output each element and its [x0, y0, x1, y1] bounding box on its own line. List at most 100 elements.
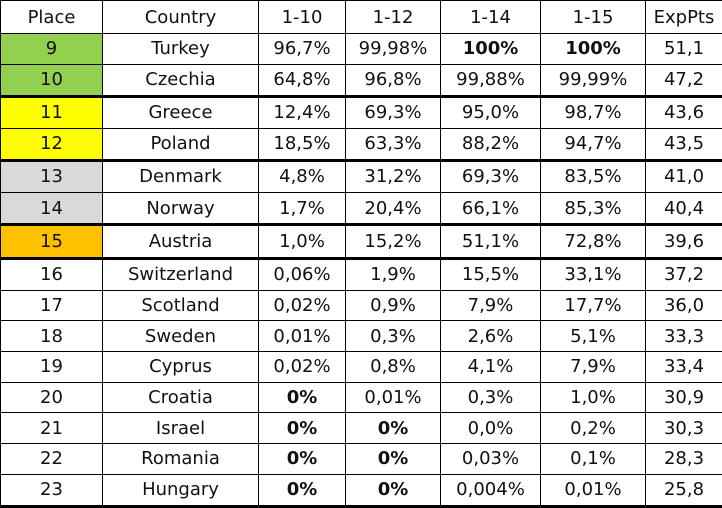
value-cell: 5,1% — [540, 320, 646, 353]
row: 20 Croatia 0% 0,01% 0,3% 1,0% 30,9 — [0, 381, 722, 414]
value-cell: 0,3% — [440, 381, 541, 414]
value-cell: 99,88% — [440, 63, 541, 98]
country-cell: Denmark — [102, 159, 259, 194]
header-cell: 1-10 — [258, 0, 346, 34]
value-cell: 28,3 — [645, 443, 722, 475]
row: 9 Turkey 96,7% 99,98% 100% 100% 51,1 — [0, 33, 722, 65]
value-cell: 69,3% — [345, 95, 441, 129]
value-cell: 0,02% — [258, 351, 346, 383]
value-cell: 33,4 — [645, 351, 722, 383]
row: 11 Greece 12,4% 69,3% 95,0% 98,7% 43,6 — [0, 95, 722, 129]
header-cell: 1-12 — [345, 0, 441, 34]
value-cell: 99,98% — [345, 33, 441, 65]
value-cell: 33,3 — [645, 320, 722, 353]
value-cell: 0,8% — [345, 351, 441, 383]
value-cell: 51,1% — [440, 224, 541, 260]
row: 12 Poland 18,5% 63,3% 88,2% 94,7% 43,5 — [0, 127, 722, 162]
value-cell: 15,2% — [345, 224, 441, 260]
value-cell: 33,1% — [540, 257, 646, 291]
value-cell: 100% — [540, 33, 646, 65]
value-cell: 4,8% — [258, 159, 346, 194]
place-cell: 12 — [0, 127, 103, 162]
country-cell: Scotland — [102, 289, 259, 322]
country-cell: Czechia — [102, 63, 259, 98]
value-cell: 63,3% — [345, 127, 441, 162]
value-cell: 0% — [345, 412, 441, 445]
value-cell: 0,03% — [440, 443, 541, 475]
country-cell: Austria — [102, 224, 259, 260]
value-cell: 43,6 — [645, 95, 722, 129]
value-cell: 72,8% — [540, 224, 646, 260]
value-cell: 39,6 — [645, 224, 722, 260]
row: 13 Denmark 4,8% 31,2% 69,3% 83,5% 41,0 — [0, 159, 722, 194]
row: 23 Hungary 0% 0% 0,004% 0,01% 25,8 — [0, 473, 722, 508]
value-cell: 15,5% — [440, 257, 541, 291]
value-cell: 1,9% — [345, 257, 441, 291]
place-cell: 23 — [0, 473, 103, 508]
value-cell: 0,9% — [345, 289, 441, 322]
header-cell: 1-15 — [540, 0, 646, 34]
place-cell: 16 — [0, 257, 103, 291]
value-cell: 4,1% — [440, 351, 541, 383]
place-cell: 10 — [0, 63, 103, 98]
value-cell: 100% — [440, 33, 541, 65]
value-cell: 0% — [258, 381, 346, 414]
value-cell: 41,0 — [645, 159, 722, 194]
row: 10 Czechia 64,8% 96,8% 99,88% 99,99% 47,2 — [0, 63, 722, 98]
row: 17 Scotland 0,02% 0,9% 7,9% 17,7% 36,0 — [0, 289, 722, 322]
country-cell: Turkey — [102, 33, 259, 65]
value-cell: 96,7% — [258, 33, 346, 65]
row: 16 Switzerland 0,06% 1,9% 15,5% 33,1% 37,2 — [0, 257, 722, 291]
value-cell: 40,4 — [645, 191, 722, 227]
value-cell: 0,2% — [540, 412, 646, 445]
value-cell: 30,3 — [645, 412, 722, 445]
row: 22 Romania 0% 0% 0,03% 0,1% 28,3 — [0, 443, 722, 475]
value-cell: 66,1% — [440, 191, 541, 227]
value-cell: 0,06% — [258, 257, 346, 291]
place-cell: 17 — [0, 289, 103, 322]
value-cell: 51,1 — [645, 33, 722, 65]
value-cell: 37,2 — [645, 257, 722, 291]
value-cell: 0,1% — [540, 443, 646, 475]
value-cell: 0,01% — [540, 473, 646, 508]
country-cell: Norway — [102, 191, 259, 227]
header-cell: 1-14 — [440, 0, 541, 34]
country-cell: Greece — [102, 95, 259, 129]
country-cell: Switzerland — [102, 257, 259, 291]
place-cell: 21 — [0, 412, 103, 445]
value-cell: 88,2% — [440, 127, 541, 162]
value-cell: 0,004% — [440, 473, 541, 508]
value-cell: 20,4% — [345, 191, 441, 227]
value-cell: 30,9 — [645, 381, 722, 414]
value-cell: 0% — [345, 443, 441, 475]
country-cell: Cyprus — [102, 351, 259, 383]
country-cell: Hungary — [102, 473, 259, 508]
place-cell: 18 — [0, 320, 103, 353]
place-cell: 13 — [0, 159, 103, 194]
value-cell: 98,7% — [540, 95, 646, 129]
country-cell: Poland — [102, 127, 259, 162]
place-cell: 9 — [0, 33, 103, 65]
value-cell: 94,7% — [540, 127, 646, 162]
value-cell: 0,01% — [258, 320, 346, 353]
value-cell: 25,8 — [645, 473, 722, 508]
value-cell: 7,9% — [540, 351, 646, 383]
value-cell: 0,0% — [440, 412, 541, 445]
value-cell: 1,7% — [258, 191, 346, 227]
value-cell: 31,2% — [345, 159, 441, 194]
row: 14 Norway 1,7% 20,4% 66,1% 85,3% 40,4 — [0, 191, 722, 227]
country-cell: Israel — [102, 412, 259, 445]
value-cell: 1,0% — [258, 224, 346, 260]
place-cell: 15 — [0, 224, 103, 260]
place-cell: 14 — [0, 191, 103, 227]
value-cell: 69,3% — [440, 159, 541, 194]
value-cell: 96,8% — [345, 63, 441, 98]
value-cell: 0% — [258, 443, 346, 475]
value-cell: 2,6% — [440, 320, 541, 353]
country-cell: Croatia — [102, 381, 259, 414]
value-cell: 12,4% — [258, 95, 346, 129]
header-cell: ExpPts — [645, 0, 722, 34]
country-cell: Romania — [102, 443, 259, 475]
value-cell: 18,5% — [258, 127, 346, 162]
